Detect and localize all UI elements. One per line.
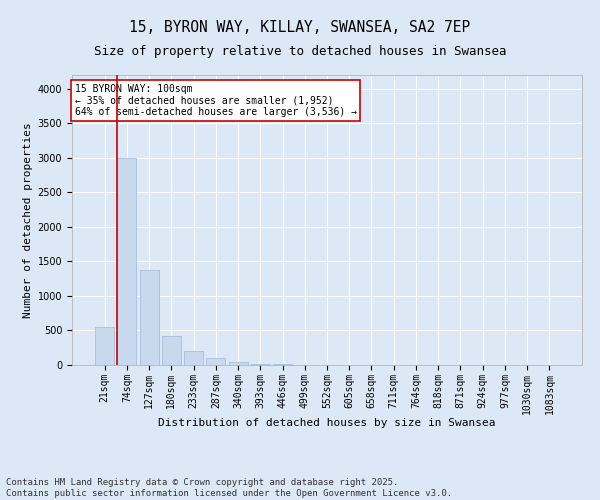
Text: Contains HM Land Registry data © Crown copyright and database right 2025.
Contai: Contains HM Land Registry data © Crown c… — [6, 478, 452, 498]
Bar — [162, 336, 181, 365]
Bar — [229, 362, 248, 365]
Text: 15, BYRON WAY, KILLAY, SWANSEA, SA2 7EP: 15, BYRON WAY, KILLAY, SWANSEA, SA2 7EP — [130, 20, 470, 35]
X-axis label: Distribution of detached houses by size in Swansea: Distribution of detached houses by size … — [158, 418, 496, 428]
Bar — [206, 358, 225, 365]
Bar — [95, 327, 114, 365]
Bar — [273, 364, 292, 365]
Bar — [140, 270, 158, 365]
Text: 15 BYRON WAY: 100sqm
← 35% of detached houses are smaller (1,952)
64% of semi-de: 15 BYRON WAY: 100sqm ← 35% of detached h… — [74, 84, 356, 117]
Text: Size of property relative to detached houses in Swansea: Size of property relative to detached ho… — [94, 45, 506, 58]
Y-axis label: Number of detached properties: Number of detached properties — [23, 122, 34, 318]
Bar — [251, 364, 270, 365]
Bar — [118, 158, 136, 365]
Bar — [184, 350, 203, 365]
